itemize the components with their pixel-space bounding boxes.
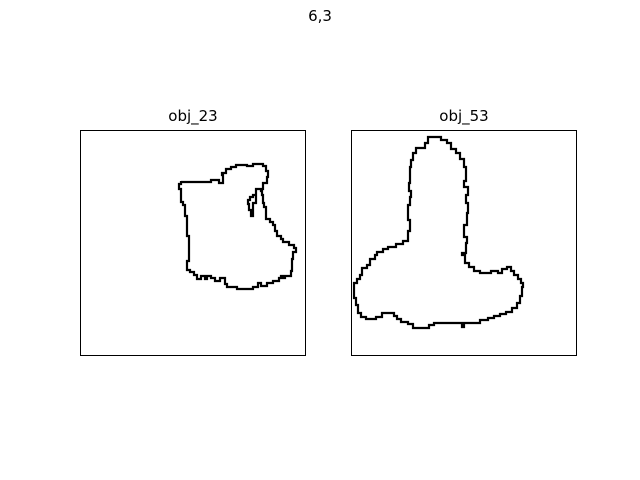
shape-canvas-obj-23 (177, 162, 298, 291)
panel-frame-obj-53 (351, 130, 577, 356)
shape-outline-obj-23 (177, 162, 298, 291)
shape-canvas-obj-53 (352, 135, 525, 330)
panel-title-obj-23: obj_23 (168, 107, 218, 125)
figure-title: 6,3 (308, 7, 332, 25)
panel-frame-obj-23 (80, 130, 306, 356)
shape-outline-obj-53 (352, 135, 525, 330)
panel-title-obj-53: obj_53 (439, 107, 489, 125)
